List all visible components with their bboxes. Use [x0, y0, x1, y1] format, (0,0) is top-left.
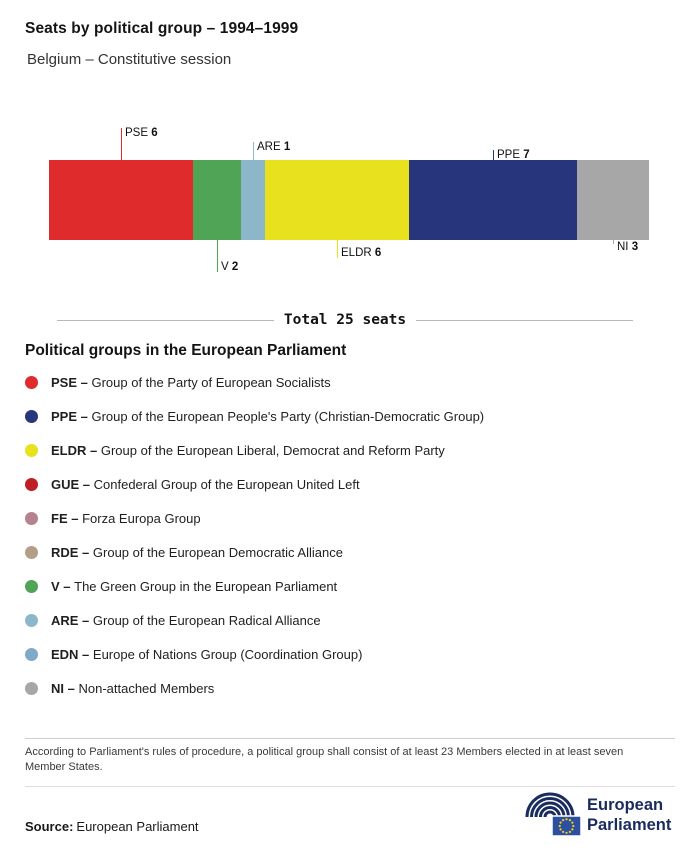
leader-line-v — [217, 240, 218, 272]
bar-segment-v — [193, 160, 241, 240]
legend-dot-v — [25, 579, 38, 593]
eu-star — [559, 821, 562, 824]
legend-label-rde: RDE – Group of the European Democratic A… — [51, 544, 343, 560]
eu-star — [562, 830, 565, 833]
callout-are: ARE 1 — [257, 141, 291, 153]
legend-label-fe: FE – Forza Europa Group — [51, 510, 201, 526]
logo-text-line1: European — [587, 796, 663, 814]
leader-line-are — [253, 142, 254, 160]
legend-list: PSE – Group of the Party of European Soc… — [25, 365, 484, 705]
legend-item-edn: EDN – Europe of Nations Group (Coordinat… — [25, 637, 484, 671]
legend-dot-pse — [25, 375, 38, 389]
eu-star — [568, 830, 571, 833]
footnote-text: According to Parliament's rules of proce… — [25, 746, 624, 773]
bar-segment-eldr — [265, 160, 409, 240]
callout-pse: PSE 6 — [125, 127, 158, 139]
legend-item-eldr: ELDR – Group of the European Liberal, De… — [25, 433, 484, 467]
legend-item-v: V – The Green Group in the European Parl… — [25, 569, 484, 603]
eu-flag-icon — [551, 815, 582, 837]
source-label: Source: — [25, 819, 74, 834]
legend-dot-rde — [25, 545, 38, 559]
footnote-divider — [25, 738, 675, 739]
legend-label-are: ARE – Group of the European Radical Alli… — [51, 612, 321, 628]
leader-line-ni — [613, 240, 614, 244]
bar-segment-ni — [577, 160, 649, 240]
footer-divider — [25, 786, 675, 787]
stacked-bar — [49, 160, 649, 240]
bar-segment-are — [241, 160, 265, 240]
legend-item-rde: RDE – Group of the European Democratic A… — [25, 535, 484, 569]
source-line: Source: European Parliament — [25, 819, 199, 834]
legend-label-eldr: ELDR – Group of the European Liberal, De… — [51, 442, 445, 458]
legend-label-edn: EDN – Europe of Nations Group (Coordinat… — [51, 646, 363, 662]
legend-dot-are — [25, 613, 38, 627]
eu-star — [572, 824, 575, 828]
callout-eldr: ELDR 6 — [341, 247, 382, 259]
legend-label-pse: PSE – Group of the Party of European Soc… — [51, 374, 331, 390]
legend-dot-gue — [25, 477, 38, 491]
leader-line-pse — [121, 128, 122, 160]
legend-item-fe: FE – Forza Europa Group — [25, 501, 484, 535]
page-subtitle: Belgium – Constitutive session — [27, 51, 232, 68]
eu-flag-stars — [558, 818, 575, 834]
total-right-rule — [416, 319, 633, 321]
total-seats-label: Total 25 seats — [283, 312, 407, 328]
legend-dot-ni — [25, 681, 38, 695]
legend-title: Political groups in the European Parliam… — [25, 342, 347, 359]
legend-dot-ppe — [25, 409, 38, 423]
eu-star — [558, 824, 561, 828]
legend-label-gue: GUE – Confederal Group of the European U… — [51, 476, 360, 492]
european-parliament-logo-svg: European Parliament — [525, 792, 672, 837]
bar-segment-pse — [49, 160, 193, 240]
eu-star — [562, 819, 565, 822]
legend-label-v: V – The Green Group in the European Parl… — [51, 578, 338, 594]
legend-dot-fe — [25, 511, 38, 525]
eu-star — [571, 828, 574, 831]
legend-dot-eldr — [25, 443, 38, 457]
legend-item-gue: GUE – Confederal Group of the European U… — [25, 467, 484, 501]
eu-flag-field — [551, 815, 582, 837]
legend-label-ppe: PPE – Group of the European People's Par… — [51, 408, 485, 424]
callout-ni: NI 3 — [617, 241, 639, 253]
page-title: Seats by political group – 1994–1999 — [25, 20, 299, 37]
total-seats-row: Total 25 seats — [57, 312, 633, 328]
legend-item-pse: PSE – Group of the Party of European Soc… — [25, 365, 484, 399]
legend-item-ni: NI – Non-attached Members — [25, 671, 484, 705]
leader-line-ppe — [493, 150, 494, 160]
bar-segment-ppe — [409, 160, 577, 240]
callout-ppe: PPE 7 — [497, 149, 530, 161]
european-parliament-logo: European Parliament — [523, 791, 675, 842]
eu-star — [568, 819, 571, 822]
callout-v: V 2 — [221, 261, 239, 273]
logo-text-line2: Parliament — [587, 816, 672, 834]
total-left-rule — [57, 319, 274, 321]
eu-star — [565, 831, 568, 834]
hemicycle-icon — [525, 792, 575, 818]
legend-item-ppe: PPE – Group of the European People's Par… — [25, 399, 484, 433]
legend-item-are: ARE – Group of the European Radical Alli… — [25, 603, 484, 637]
leader-line-eldr — [337, 240, 338, 258]
eu-star — [559, 828, 562, 831]
eu-star — [565, 818, 568, 821]
source-value: European Parliament — [76, 819, 199, 834]
legend-dot-edn — [25, 647, 38, 661]
eu-star — [571, 821, 574, 824]
legend-label-ni: NI – Non-attached Members — [51, 680, 215, 696]
logo-wordmark: European Parliament — [587, 796, 672, 834]
